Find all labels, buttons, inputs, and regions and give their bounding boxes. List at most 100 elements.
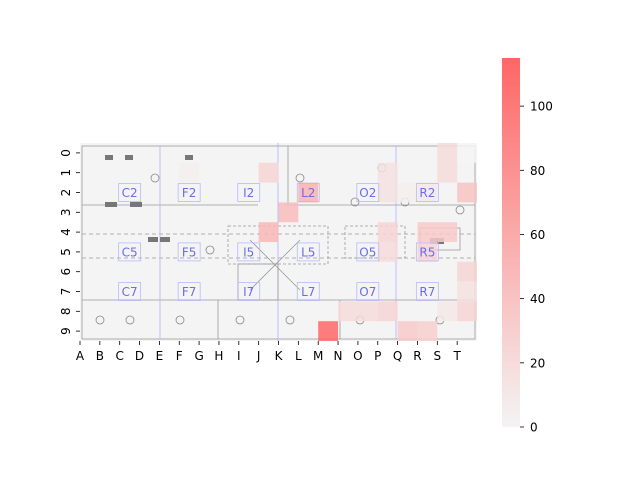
room-label-box-I7: [237, 282, 261, 301]
x-tick-label-K: K: [275, 349, 284, 363]
room-label-F2: F2: [182, 186, 197, 200]
x-tick-label-E: E: [156, 349, 164, 363]
heatmap-cell-T6: [457, 261, 477, 282]
colorbar-tick-label-0: 0: [530, 421, 538, 435]
colorbar-axis: 0 20 40 60 80 100: [520, 100, 553, 435]
x-tick-label-G: G: [194, 349, 203, 363]
room-label-R2: R2: [419, 186, 435, 200]
heatmap-cell-S1: [437, 162, 458, 183]
heatmap-cell-Q9: [397, 321, 418, 341]
heatmap-cells: [179, 143, 477, 341]
room-label-box-I5: [237, 242, 261, 262]
room-label-box-L7: [296, 282, 320, 301]
x-tick-label-B: B: [96, 349, 104, 363]
heatmap-cell-P4: [377, 222, 398, 242]
room-label-box-L2: [296, 183, 320, 202]
y-tick-label-9: 9: [59, 327, 73, 335]
heatmap-cell-S0: [437, 143, 458, 163]
colorbar-tick-label-60: 60: [530, 228, 545, 242]
heatmap-cell-O8: [357, 301, 378, 322]
heatmap-cell-N8: [338, 301, 358, 322]
x-tick-label-H: H: [214, 349, 223, 363]
room-label-L5: L5: [301, 245, 315, 259]
y-tick-label-8: 8: [59, 307, 73, 315]
heatmap-cell-S4: [437, 222, 458, 242]
room-label-C2: C2: [122, 186, 138, 200]
x-tick-label-D: D: [135, 349, 144, 363]
heatmap-cell-P5: [377, 242, 398, 262]
x-tick-label-R: R: [413, 349, 421, 363]
room-label-I7: I7: [243, 285, 254, 299]
x-tick-label-C: C: [116, 349, 124, 363]
colorbar-tick-label-20: 20: [530, 356, 545, 370]
colorbar: [502, 58, 520, 427]
x-tick-label-S: S: [433, 349, 441, 363]
heatmap-cell-M9: [318, 321, 339, 341]
heatmap-cell-P8: [377, 301, 398, 322]
room-label-box-R2: [415, 183, 439, 202]
room-label-box-R5: [415, 242, 439, 262]
x-tick-label-T: T: [452, 349, 461, 363]
colorbar-tick-label-40: 40: [530, 292, 545, 306]
x-tick-label-Q: Q: [393, 349, 402, 363]
room-label-L7: L7: [301, 285, 315, 299]
heatmap-cell-T0: [457, 143, 477, 163]
room-label-I5: I5: [243, 245, 254, 259]
heatmap-cell-R4: [417, 222, 438, 242]
y-tick-label-1: 1: [59, 169, 73, 177]
x-tick-label-A: A: [76, 349, 85, 363]
heatmap-cell-R9: [417, 321, 438, 341]
y-axis: 0 1 2 3 4 5 6 7 8 9: [59, 149, 80, 335]
x-tick-label-F: F: [176, 349, 183, 363]
heatmap-cell-L2: [298, 182, 319, 203]
room-label-box-I2: [237, 183, 261, 202]
room-label-box-R7: [415, 282, 439, 301]
room-label-box-F7: [177, 282, 201, 301]
colorbar-tick-label-80: 80: [530, 164, 545, 178]
room-label-box-O7: [356, 282, 380, 301]
heatmap-cell-T8: [457, 301, 477, 322]
heatmap-cell-R2: [417, 182, 438, 203]
room-label-F7: F7: [182, 285, 197, 299]
room-label-L2: L2: [301, 186, 315, 200]
y-tick-label-4: 4: [59, 228, 73, 236]
room-label-box-L5: [296, 242, 320, 262]
colorbar-tick-label-100: 100: [530, 100, 553, 114]
heatmap-cell-J4: [258, 222, 279, 242]
y-tick-label-7: 7: [59, 288, 73, 296]
room-label-O7: O7: [359, 285, 376, 299]
x-tick-label-L: L: [295, 349, 302, 363]
heatmap-cell-T7: [457, 281, 477, 302]
room-label-O5: O5: [359, 245, 376, 259]
y-tick-label-3: 3: [59, 208, 73, 216]
room-label-box-C2: [118, 183, 142, 202]
heatmap-cell-R5: [417, 242, 438, 262]
room-label-R7: R7: [419, 285, 435, 299]
room-label-O2: O2: [359, 186, 376, 200]
room-label-C5: C5: [122, 245, 138, 259]
room-label-R5: R5: [419, 245, 435, 259]
room-label-C7: C7: [122, 285, 138, 299]
heatmap-cell-T2: [457, 182, 477, 203]
room-label-box-F5: [177, 242, 201, 262]
heatmap-cell-P1: [377, 162, 398, 183]
y-tick-label-6: 6: [59, 268, 73, 276]
room-label-I2: I2: [243, 186, 254, 200]
heatmap-cell-S8: [437, 301, 458, 322]
x-tick-label-M: M: [313, 349, 323, 363]
heatmap-cell-Q2: [397, 182, 418, 203]
heatmap-cell-P2: [377, 182, 398, 203]
heatmap-cell-K3: [278, 202, 299, 223]
room-label-box-C7: [118, 282, 142, 301]
x-tick-label-N: N: [334, 349, 343, 363]
room-label-box-C5: [118, 242, 142, 262]
y-tick-label-0: 0: [59, 149, 73, 157]
heatmap-cell-J1: [258, 162, 279, 183]
room-label-box-O2: [356, 183, 380, 202]
x-tick-label-P: P: [374, 349, 381, 363]
x-tick-label-J: J: [256, 349, 261, 363]
room-label-box-F2: [177, 183, 201, 202]
x-tick-label-I: I: [237, 349, 241, 363]
